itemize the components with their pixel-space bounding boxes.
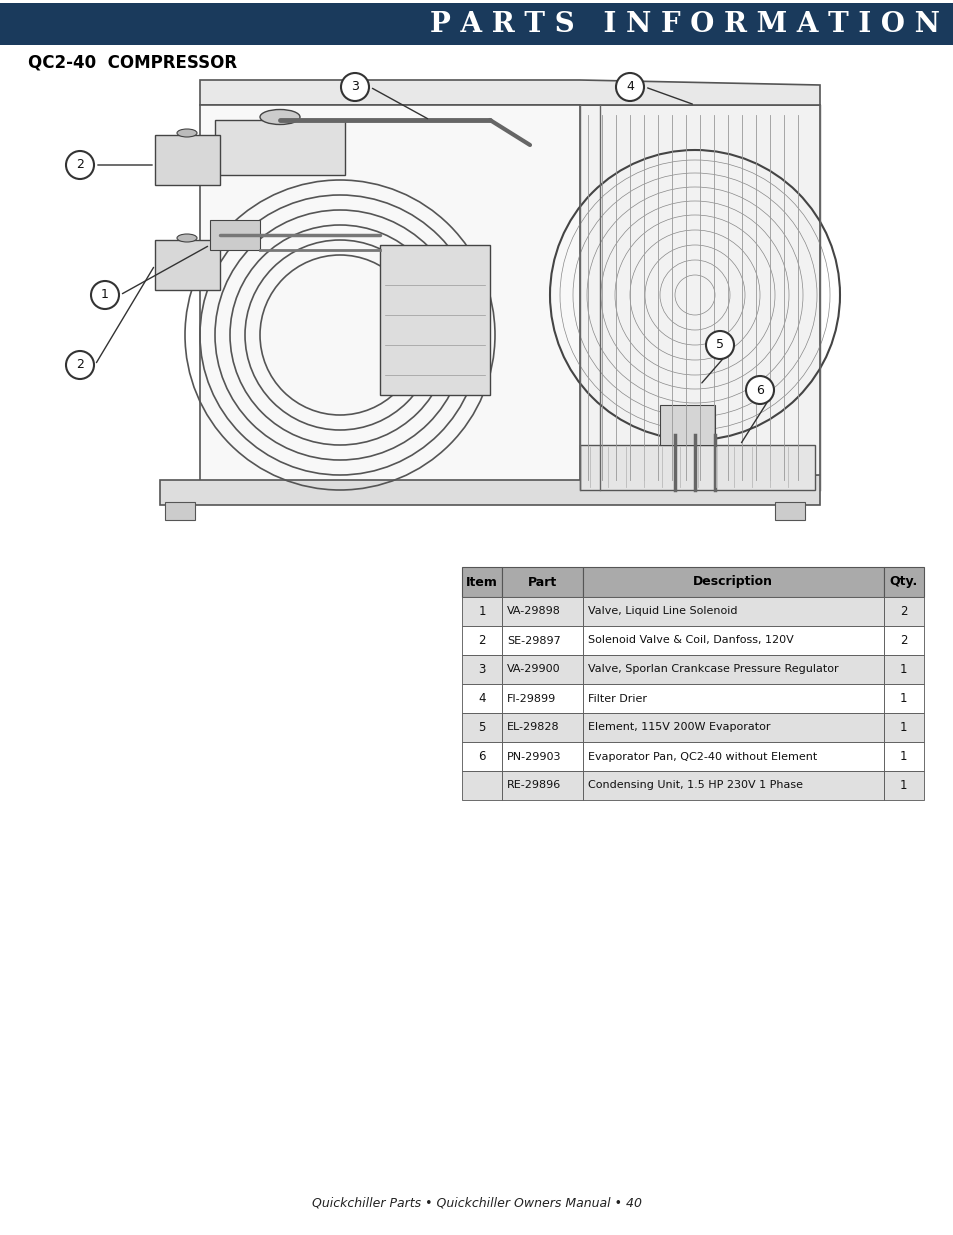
- Circle shape: [66, 151, 94, 179]
- Bar: [582, 684, 882, 713]
- Ellipse shape: [260, 110, 299, 125]
- Text: Element, 115V 200W Evaporator: Element, 115V 200W Evaporator: [587, 722, 769, 732]
- Bar: [501, 742, 582, 771]
- Circle shape: [616, 73, 643, 101]
- Bar: [214, 120, 345, 175]
- Text: RE-29896: RE-29896: [507, 781, 560, 790]
- Text: Condensing Unit, 1.5 HP 230V 1 Phase: Condensing Unit, 1.5 HP 230V 1 Phase: [587, 781, 801, 790]
- Text: PN-29903: PN-29903: [507, 752, 561, 762]
- Circle shape: [340, 73, 369, 101]
- Bar: [882, 597, 923, 626]
- Bar: [461, 742, 501, 771]
- Circle shape: [66, 351, 94, 379]
- Text: 2: 2: [900, 605, 906, 618]
- Text: 2: 2: [900, 634, 906, 647]
- Text: Qty.: Qty.: [889, 576, 917, 589]
- Circle shape: [705, 331, 733, 359]
- Text: 4: 4: [477, 692, 485, 705]
- Text: 3: 3: [351, 80, 358, 94]
- Bar: [579, 445, 814, 490]
- Bar: [461, 684, 501, 713]
- Text: 6: 6: [756, 384, 763, 396]
- Text: 3: 3: [477, 663, 485, 676]
- Bar: [582, 567, 882, 597]
- Bar: [501, 567, 582, 597]
- Bar: [501, 655, 582, 684]
- Text: 1: 1: [477, 605, 485, 618]
- Circle shape: [91, 282, 119, 309]
- Bar: [882, 742, 923, 771]
- Bar: [461, 713, 501, 742]
- Text: 6: 6: [477, 750, 485, 763]
- Text: 4: 4: [625, 80, 634, 94]
- Bar: [165, 501, 194, 520]
- Polygon shape: [579, 105, 820, 490]
- Bar: [501, 684, 582, 713]
- Bar: [582, 626, 882, 655]
- Bar: [501, 626, 582, 655]
- Bar: [461, 655, 501, 684]
- Text: 1: 1: [900, 750, 906, 763]
- Text: VA-29900: VA-29900: [507, 664, 560, 674]
- Text: Quickchiller Parts • Quickchiller Owners Manual • 40: Quickchiller Parts • Quickchiller Owners…: [312, 1197, 641, 1209]
- Text: 1: 1: [900, 721, 906, 734]
- Bar: [882, 626, 923, 655]
- Text: 2: 2: [76, 358, 84, 372]
- Polygon shape: [200, 105, 579, 490]
- Bar: [659, 405, 714, 445]
- Ellipse shape: [177, 128, 196, 137]
- Text: Part: Part: [527, 576, 557, 589]
- Bar: [501, 713, 582, 742]
- Text: FI-29899: FI-29899: [507, 694, 556, 704]
- Bar: [461, 771, 501, 800]
- Bar: [461, 597, 501, 626]
- Bar: [882, 567, 923, 597]
- Text: QC2-40  COMPRESSOR: QC2-40 COMPRESSOR: [28, 54, 237, 72]
- Bar: [501, 771, 582, 800]
- Bar: [501, 597, 582, 626]
- Bar: [882, 655, 923, 684]
- Bar: [461, 626, 501, 655]
- Text: Filter Drier: Filter Drier: [587, 694, 646, 704]
- Text: 1: 1: [900, 692, 906, 705]
- Polygon shape: [160, 475, 820, 505]
- Text: VA-29898: VA-29898: [507, 606, 560, 616]
- Text: 1: 1: [101, 289, 109, 301]
- Text: Solenoid Valve & Coil, Danfoss, 120V: Solenoid Valve & Coil, Danfoss, 120V: [587, 636, 793, 646]
- Text: 2: 2: [76, 158, 84, 172]
- Text: 1: 1: [900, 663, 906, 676]
- Bar: [774, 501, 804, 520]
- Bar: [582, 742, 882, 771]
- Text: EL-29828: EL-29828: [507, 722, 559, 732]
- Text: SE-29897: SE-29897: [507, 636, 560, 646]
- Bar: [461, 567, 501, 597]
- Text: Valve, Liquid Line Solenoid: Valve, Liquid Line Solenoid: [587, 606, 737, 616]
- Text: Item: Item: [466, 576, 497, 589]
- Bar: [0, 2, 953, 44]
- Bar: [582, 713, 882, 742]
- Bar: [379, 245, 490, 395]
- Text: Evaporator Pan, QC2-40 without Element: Evaporator Pan, QC2-40 without Element: [587, 752, 816, 762]
- Bar: [582, 597, 882, 626]
- Text: 5: 5: [716, 338, 723, 352]
- Text: 5: 5: [477, 721, 485, 734]
- Bar: [882, 684, 923, 713]
- Text: 1: 1: [900, 779, 906, 792]
- Bar: [582, 771, 882, 800]
- Text: Valve, Sporlan Crankcase Pressure Regulator: Valve, Sporlan Crankcase Pressure Regula…: [587, 664, 838, 674]
- Text: 2: 2: [477, 634, 485, 647]
- Text: P A R T S   I N F O R M A T I O N: P A R T S I N F O R M A T I O N: [430, 11, 939, 37]
- Bar: [154, 135, 220, 185]
- Bar: [882, 771, 923, 800]
- Bar: [882, 713, 923, 742]
- Text: Description: Description: [693, 576, 772, 589]
- Ellipse shape: [177, 233, 196, 242]
- Bar: [154, 240, 220, 290]
- Bar: [582, 655, 882, 684]
- Circle shape: [745, 375, 773, 404]
- Bar: [210, 220, 260, 249]
- Polygon shape: [200, 80, 820, 105]
